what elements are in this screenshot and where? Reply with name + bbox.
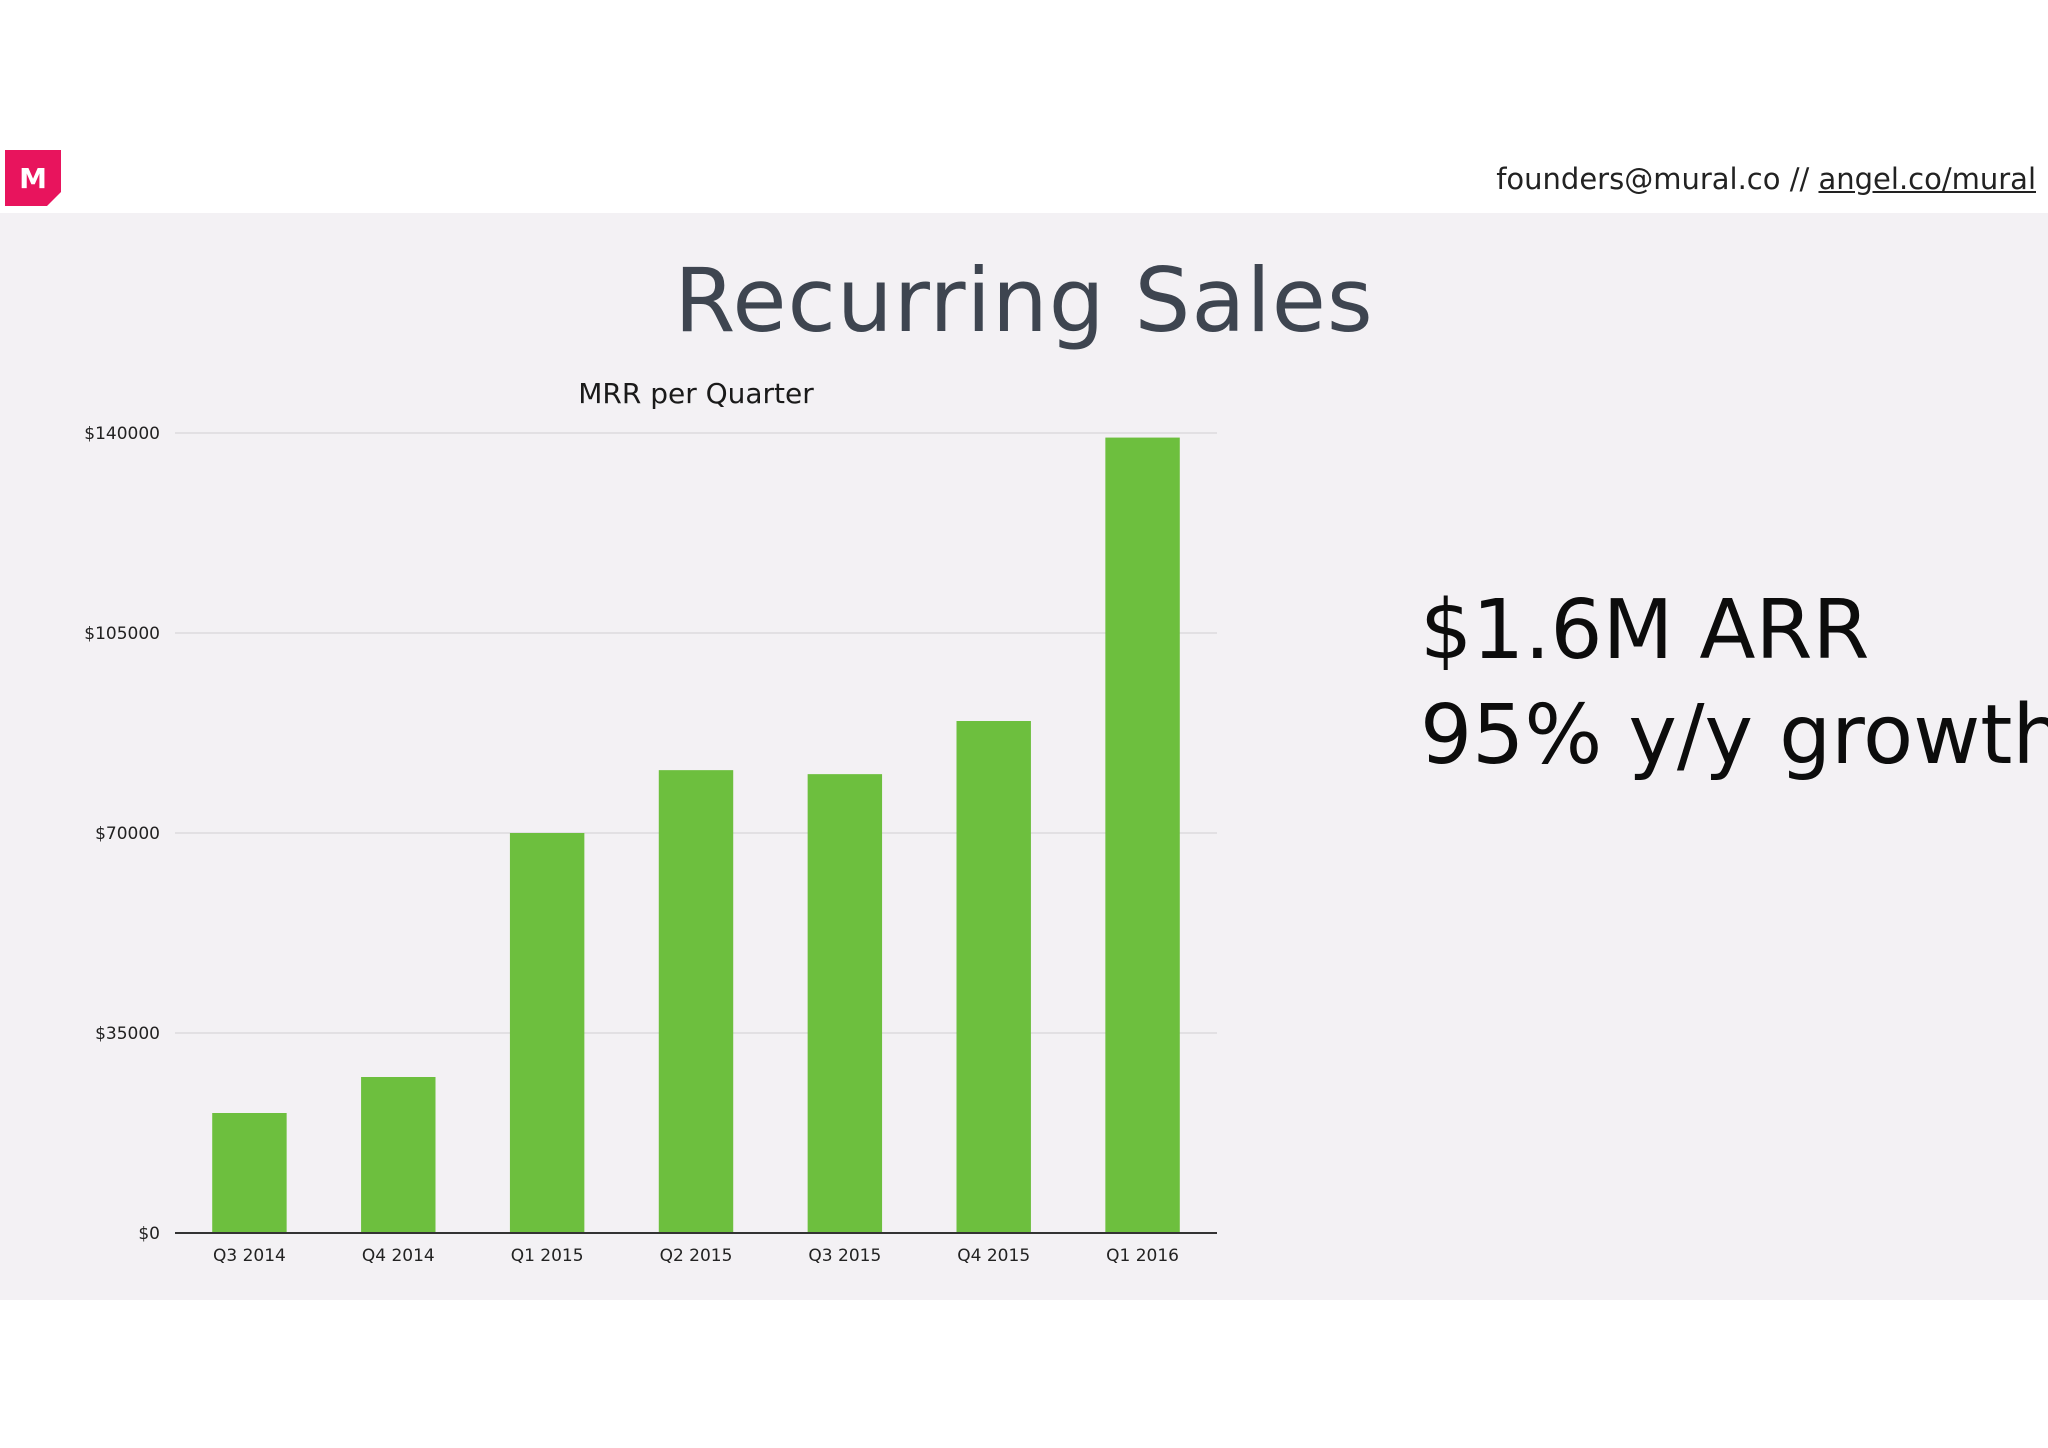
x-tick-label: Q2 2015 (660, 1246, 733, 1266)
chart-title: MRR per Quarter (578, 377, 814, 410)
contact-info: founders@mural.co // angel.co/mural (1496, 162, 2036, 196)
x-tick-label: Q3 2014 (213, 1246, 286, 1266)
y-tick-label: $140000 (84, 424, 160, 444)
y-tick-label: $0 (138, 1224, 160, 1244)
mural-logo: M (5, 150, 61, 206)
contact-email[interactable]: founders@mural.co (1496, 162, 1781, 196)
logo-letter: M (19, 161, 47, 195)
x-tick-label: Q4 2014 (362, 1246, 435, 1266)
bar-q4-2015 (956, 721, 1031, 1233)
angel-link[interactable]: angel.co/mural (1818, 162, 2036, 196)
mrr-bar-chart: MRR per Quarter $0 $35000 $70000 $105000 $14… (84, 377, 1217, 1266)
bar-q1-2015 (509, 833, 585, 1233)
x-tick-label: Q1 2015 (511, 1246, 584, 1266)
x-tick-label: Q4 2015 (957, 1246, 1030, 1266)
bar-q4-2014 (361, 1077, 436, 1233)
y-tick-label: $70000 (95, 824, 160, 844)
bar-q3-2015 (807, 774, 883, 1233)
bar-q1-2016 (1105, 437, 1180, 1233)
arr-stat: $1.6M ARR (1420, 583, 1870, 678)
bar-q2-2015 (658, 770, 734, 1233)
slide-title: Recurring Sales (674, 249, 1374, 352)
x-tick-label: Q1 2016 (1106, 1246, 1179, 1266)
x-tick-label: Q3 2015 (808, 1246, 881, 1266)
growth-stat: 95% y/y growth (1420, 688, 2048, 783)
y-tick-label: $35000 (95, 1024, 160, 1044)
slide-body: Recurring Sales MRR per Quarter $0 $35000… (0, 213, 2048, 1300)
contact-separator: // (1780, 162, 1819, 196)
y-tick-label: $105000 (84, 624, 160, 644)
bar-q3-2014 (212, 1113, 287, 1233)
